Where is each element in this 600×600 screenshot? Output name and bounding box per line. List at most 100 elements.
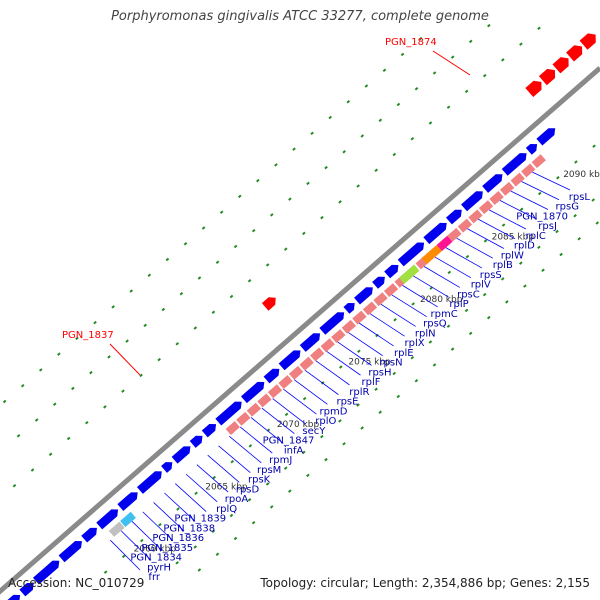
gc-tick — [500, 277, 505, 281]
gc-tick — [229, 294, 234, 299]
gc-tick — [400, 52, 405, 57]
gc-tick — [57, 352, 61, 356]
forward-gene-arrow — [58, 540, 82, 563]
gc-tick — [555, 229, 559, 234]
gc-tick — [393, 317, 397, 322]
gc-tick — [233, 244, 238, 249]
gc-tick — [537, 191, 542, 196]
forward-gene-arrow — [525, 143, 538, 155]
gene-label: rplO — [315, 416, 336, 427]
reverse-gene-arrow — [538, 68, 556, 86]
forward-gene-arrow — [201, 423, 217, 438]
gene-label-line — [229, 436, 262, 464]
gc-skew-ticks — [2, 23, 600, 574]
gc-tick — [288, 489, 292, 493]
gc-tick — [247, 497, 252, 502]
rrna-segment — [521, 163, 536, 178]
map-title: Porphyromonas gingivalis ATCC 33277, com… — [111, 9, 489, 24]
gc-tick — [392, 371, 397, 376]
gc-tick — [320, 215, 324, 220]
gc-tick — [505, 300, 509, 304]
forward-gene-arrow — [423, 222, 447, 245]
gene-label-line — [380, 303, 416, 327]
gc-tick — [378, 118, 383, 122]
gc-tick — [482, 73, 487, 78]
forward-gene-arrow — [263, 368, 280, 384]
gc-tick — [30, 468, 35, 472]
gene-label: PGN_1847 — [263, 436, 315, 447]
gc-tick — [328, 115, 332, 120]
gene-label: rplF — [362, 377, 381, 388]
gc-tick — [20, 383, 25, 388]
rrna-segment — [531, 154, 546, 169]
gene-label: rplP — [449, 299, 468, 310]
gene-label: rpsJ — [538, 221, 557, 232]
gc-tick — [342, 150, 346, 154]
gc-tick — [338, 200, 342, 204]
gc-tick — [121, 389, 125, 393]
rrna-segment — [310, 347, 325, 362]
gc-tick — [360, 134, 365, 138]
gc-tick — [468, 331, 473, 336]
gene-label-line — [131, 521, 163, 551]
gc-tick — [269, 505, 274, 509]
forward-gene-arrow — [372, 276, 385, 289]
scale-label: 2090 kbp — [563, 170, 600, 180]
gc-tick — [410, 356, 415, 360]
gene-label: infA — [284, 445, 304, 456]
highlight-gene-label: PGN_1874 — [385, 37, 437, 48]
gc-tick — [215, 260, 220, 264]
gene-label: rpmD — [320, 406, 348, 417]
gene-label-line — [478, 218, 516, 240]
gene-label-line — [488, 209, 527, 230]
gc-tick — [432, 363, 437, 367]
gene-label: rpsE — [336, 397, 358, 408]
accession-text: Accession: NC_010729 — [8, 576, 145, 590]
gene-label: rplQ — [216, 504, 237, 515]
gene-label: pyrH — [147, 562, 171, 573]
gene-label: rpsS — [480, 270, 502, 281]
forward-gene-arrow — [96, 509, 119, 530]
highlight-gene-cyan — [120, 511, 136, 528]
gene-label-line — [445, 247, 482, 269]
gc-tick — [486, 315, 491, 320]
rrna-segment — [341, 319, 357, 334]
rrna-segment — [373, 292, 388, 307]
gc-tick — [411, 302, 415, 306]
forward-gene-arrow — [343, 303, 355, 314]
gc-tick — [256, 178, 260, 183]
gc-tick — [34, 418, 39, 422]
gc-tick — [450, 347, 455, 351]
gene-label: rpmC — [431, 309, 458, 320]
gene-label: PGN_1836 — [152, 533, 204, 544]
gc-tick — [356, 184, 360, 188]
gc-tick — [447, 270, 452, 275]
gene-label: frr — [148, 572, 160, 583]
forward-gene-arrow — [19, 583, 34, 597]
scale-label: 2060 kbp — [134, 545, 177, 555]
gc-tick — [121, 554, 126, 559]
gc-tick — [338, 419, 342, 423]
gc-tick — [374, 168, 378, 173]
gene-label: rpsH — [368, 367, 391, 378]
gc-tick — [165, 257, 170, 262]
gc-tick — [251, 520, 256, 525]
gc-tick — [194, 491, 198, 495]
gene-label: rpoA — [225, 494, 249, 505]
genome-summary-text: Topology: circular; Length: 2,354,886 bp… — [260, 576, 590, 590]
highlight-gene-green — [398, 264, 420, 284]
gc-tick — [93, 320, 97, 325]
gc-tick — [541, 268, 545, 273]
backbone-line — [0, 66, 600, 595]
forward-gene-arrow — [7, 594, 21, 600]
gene-label: PGN_1870 — [516, 211, 568, 222]
gc-tick — [396, 102, 401, 107]
gc-tick — [577, 236, 581, 241]
gc-tick — [197, 276, 202, 280]
gc-tick — [230, 459, 235, 464]
gene-label-line — [272, 398, 306, 425]
gc-tick — [482, 292, 487, 297]
gc-tick — [392, 152, 397, 157]
gene-label-line — [326, 351, 361, 376]
